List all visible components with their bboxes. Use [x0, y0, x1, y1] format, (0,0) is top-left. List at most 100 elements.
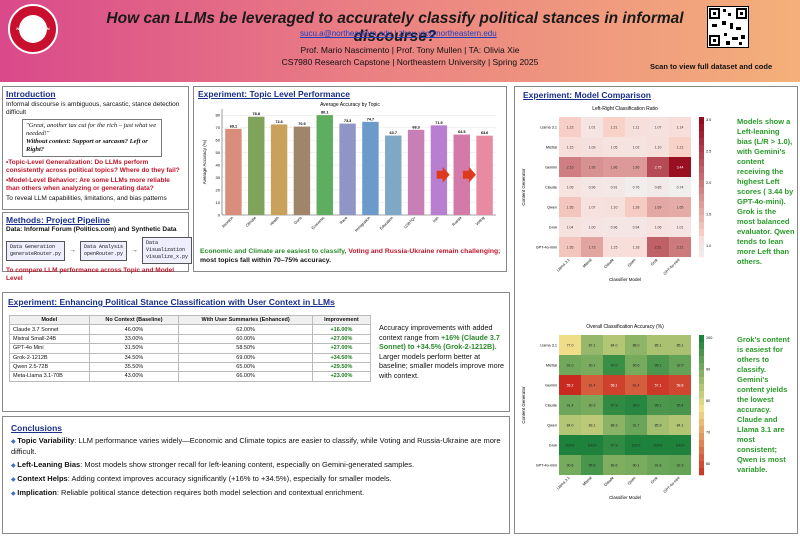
heatmap-cell-value: 92.3: [677, 463, 684, 467]
heatmap-cell: [559, 157, 581, 177]
author-emails[interactable]: sucu.a@northeastern.edu | zhou.yix@north…: [300, 29, 497, 38]
bar-guns: [293, 126, 311, 215]
colorbar-segment: [699, 398, 704, 406]
heatmap-cell-value: 2.21: [677, 245, 684, 249]
heatmap-cell: [647, 355, 669, 375]
intro-text: Informal discourse is ambiguous, sarcast…: [6, 101, 180, 116]
model-cell: GPT-4o Mini: [9, 343, 90, 354]
heatmap-cell-value: 1.35: [567, 205, 574, 209]
heatmap-cell: [603, 157, 625, 177]
heatmap-cell-value: 1.95: [589, 165, 596, 169]
heatmap-cell: [581, 177, 603, 197]
arrow-right-icon: →: [131, 247, 139, 254]
bullet-icon: ◆: [11, 491, 18, 497]
heatmap-cell: [603, 435, 625, 455]
heatmap-cell-value: 0.76: [633, 185, 640, 189]
heatmap-cell: [603, 395, 625, 415]
accuracy-heatmap: Overall Classification Accuracy (%) Conte…: [521, 324, 712, 500]
x-tick-label: Abortion: [221, 216, 234, 229]
colorbar-segment: [699, 384, 704, 392]
heatmap-cell: [559, 455, 581, 475]
heatmap-cell: [669, 375, 691, 395]
colorbar-segment: [699, 440, 704, 448]
baseline-cell: 35.50%: [88, 361, 180, 373]
pipeline-visualization-file: visualize_x.py: [146, 254, 189, 260]
bar-voting: [476, 135, 493, 215]
colorbar-segment: [699, 222, 704, 230]
chart-title: Average Accuracy by Topic: [320, 102, 380, 108]
heatmap-cell: [581, 117, 603, 137]
methods-data: Data: Informal Forum (Politics.com) and …: [6, 226, 177, 233]
colorbar-segment: [699, 405, 704, 413]
bar-data-label: 78.8: [253, 112, 260, 116]
colorbar-segment: [699, 215, 704, 223]
conclusion-text: : Adding context improves accuracy signi…: [67, 474, 392, 483]
poster-title: How can LLMs be leveraged to accurately …: [106, 10, 684, 45]
heatmap-cell: [559, 237, 581, 257]
table-row: GPT-4o Mini 31.50% 58.50% +27.00%: [9, 343, 372, 354]
intro-title: Introduction: [6, 89, 56, 99]
intro-goal: To reveal LLM capabilities, limitations,…: [6, 195, 167, 202]
x-tick-label: Voting: [475, 216, 485, 226]
heatmap-cell-value: 1.00: [589, 225, 596, 229]
heatmap-cell: [625, 157, 647, 177]
heatmap-cell: [625, 395, 647, 415]
heatmap-cell-value: 100.0: [632, 443, 641, 447]
heatmap-cell-value: 1.07: [655, 125, 662, 129]
y-tick-label: 40: [216, 163, 221, 168]
heatmap-cell: [603, 137, 625, 157]
heatmap-cell-value: 1.05: [611, 145, 618, 149]
model-comparison-panel: Experiment: Model Comparison Left-Right …: [514, 86, 798, 534]
heatmap-cell-value: 2.16: [567, 165, 574, 169]
heatmap-cell-value: 2.75: [655, 165, 662, 169]
heatmap-cell-value: 99.0: [633, 403, 640, 407]
colorbar-segment: [699, 349, 704, 357]
intro-quote-question: Without context: Support or sarcasm? Lef…: [26, 138, 148, 153]
methods-footer: To compare LLM performance across Topic …: [6, 267, 175, 282]
heatmap-row-label: Llama 3.1: [540, 344, 557, 348]
topic-caption-part2: Voting and Russia-Ukraine remain challen…: [348, 248, 501, 255]
heatmap-cell-value: 1.69: [655, 205, 662, 209]
heatmap-cell-value: 1.18: [633, 245, 640, 249]
colorbar-segment: [699, 194, 704, 202]
heatmap-cell: [625, 355, 647, 375]
table-row: Qwen 2.5-72B 35.50% 65.00% +29.50%: [9, 361, 372, 373]
heatmap-cell-value: 88.0: [633, 343, 640, 347]
pipeline-generation-label: Data Generation: [10, 243, 56, 250]
heatmap-cell: [625, 137, 647, 157]
heatmap-cell: [581, 237, 603, 257]
heatmap-cell: [603, 237, 625, 257]
heatmap-cell: [603, 375, 625, 395]
table-header: Improvement: [311, 314, 372, 326]
heatmap-cell: [669, 157, 691, 177]
heatmap-cell-value: 1.86: [633, 165, 640, 169]
heatmap-cell: [559, 117, 581, 137]
qr-code[interactable]: [707, 6, 749, 48]
bar-data-label: 74.7: [367, 117, 374, 121]
colorbar-tick-label: 70: [706, 431, 710, 435]
bar-data-label: 68.3: [412, 125, 419, 129]
heatmap-cell-value: 90.6: [567, 463, 574, 467]
heatmap-cell: [625, 375, 647, 395]
improvement-cell: +34.50%: [311, 352, 372, 363]
heatmap-col-label: GPT-4o-mini: [663, 258, 681, 276]
heatmap-cell-value: 1.15: [611, 245, 618, 249]
table-header: With User Summaries (Enhanced): [178, 314, 313, 326]
bar-data-label: 73.3: [344, 119, 351, 123]
heatmap-cell-value: 1.02: [633, 145, 640, 149]
enhance-note-part1: Accuracy improvements with added context…: [379, 323, 493, 342]
heatmap-row-label: Gemini: [545, 166, 557, 170]
heatmap-cell-value: 85.1: [677, 343, 684, 347]
conclusions-title: Conclusions: [11, 423, 63, 433]
heatmap-row-label: Claude: [545, 186, 557, 190]
table-header: No Context (Baseline): [88, 314, 180, 326]
heatmap-cell-value: 61.4: [633, 383, 640, 387]
highlight-arrow-icon: [462, 166, 476, 183]
bar-data-label: 63.6: [481, 131, 488, 135]
heatmap-row-label: Qwen: [547, 206, 557, 210]
heatmap-col-label: Claude: [603, 258, 614, 269]
colorbar-segment: [699, 412, 704, 420]
heatmap-cell-value: 90.6: [633, 363, 640, 367]
heatmap-cell: [559, 355, 581, 375]
colorbar-segment: [699, 159, 704, 167]
